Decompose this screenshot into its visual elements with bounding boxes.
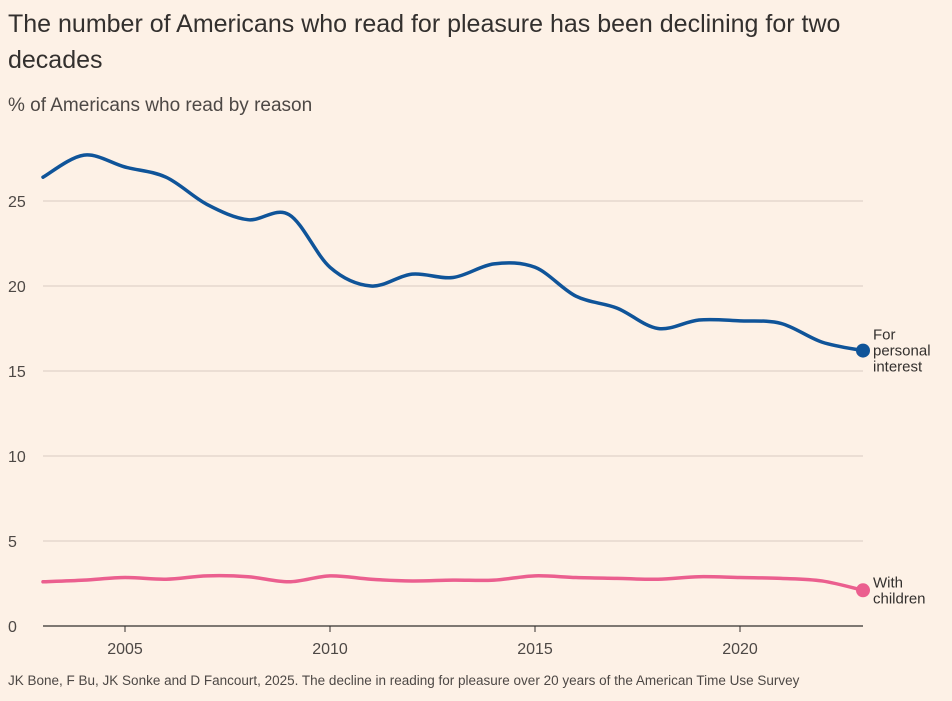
y-tick-label: 10 [8, 449, 26, 466]
chart-title: The number of Americans who read for ple… [8, 10, 841, 74]
y-tick-label: 5 [8, 534, 17, 551]
endpoint-marker-with-children [856, 583, 870, 598]
y-tick-label: 20 [8, 279, 26, 296]
y-tick-label: 0 [8, 619, 17, 636]
series-line-for-personal-interest [41, 153, 865, 353]
y-tick-label: 25 [8, 194, 26, 211]
x-tick-label: 2020 [722, 641, 758, 658]
x-tick-label: 2005 [107, 641, 143, 658]
x-tick-label: 2015 [517, 641, 553, 658]
x-tick-label: 2010 [312, 641, 348, 658]
series-label-for-personal-interest: interest [873, 359, 923, 376]
series-label-for-personal-interest: personal [873, 343, 931, 360]
series-label-with-children: children [873, 590, 926, 607]
series-label-for-personal-interest: For [873, 327, 896, 344]
y-tick-label: 15 [8, 364, 26, 381]
chart-subtitle: % of Americans who read by reason [8, 95, 313, 116]
source-note: JK Bone, F Bu, JK Sonke and D Fancourt, … [8, 673, 800, 688]
series-label-with-children: With [873, 574, 903, 591]
series-line-with-children [41, 573, 865, 593]
endpoint-marker-for-personal-interest [856, 343, 870, 358]
